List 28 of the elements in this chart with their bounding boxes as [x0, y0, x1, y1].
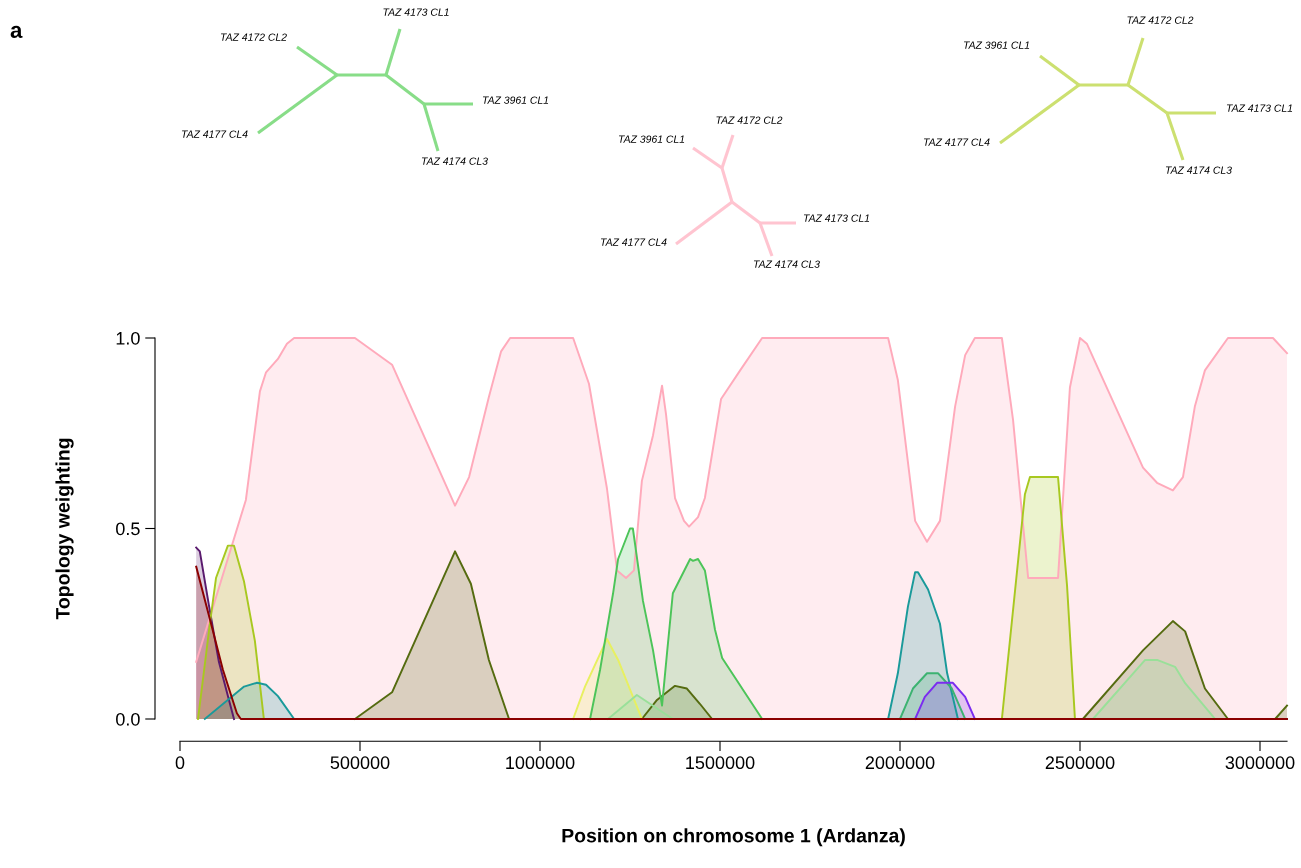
text: TAZ 4172 CL2 [220, 33, 287, 41]
text: TAZ 4174 CL3 [1165, 166, 1232, 174]
x-tick-label: 2500000 [1045, 756, 1115, 770]
text: TAZ 4177 CL4 [181, 130, 248, 138]
y-tick-label: 1.0 [116, 331, 140, 345]
x-tick-label: 1500000 [686, 756, 755, 770]
y-tick-label: 0.5 [116, 522, 140, 536]
x-tick-label: 3000000 [1225, 756, 1295, 770]
text: TAZ 3961 CL1 [482, 96, 549, 104]
x-tick-label: 1000000 [506, 756, 575, 770]
text: TAZ 4177 CL4 [600, 238, 667, 246]
y-axis-title: Topology weighting [55, 438, 74, 620]
x-axis-title: Position on chromosome 1 (Ardanza) [562, 828, 905, 847]
text: TAZ 4173 CL1 [1226, 104, 1293, 112]
text: TAZ 4173 CL1 [803, 214, 870, 222]
text: TAZ 3961 CL1 [618, 135, 685, 143]
text: TAZ 4174 CL3 [753, 260, 820, 268]
x-tick-label: 2000000 [865, 756, 935, 770]
text: TAZ 4177 CL4 [923, 138, 990, 146]
text: a [10, 25, 23, 38]
text: TAZ 4174 CL3 [421, 157, 488, 165]
text: TAZ 4172 CL2 [1127, 16, 1194, 24]
x-tick-label: 500000 [330, 756, 390, 770]
x-tick-label: 0 [175, 756, 185, 770]
y-tick-label: 0.0 [116, 712, 140, 726]
text: TAZ 3961 CL1 [963, 41, 1030, 49]
text: TAZ 4173 CL1 [383, 8, 449, 16]
text: TAZ 4172 CL2 [716, 116, 783, 124]
